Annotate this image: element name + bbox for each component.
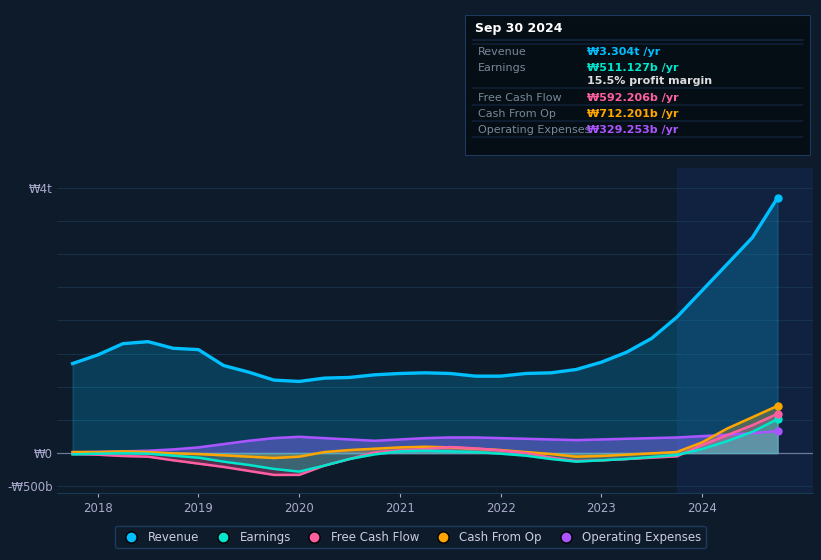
- Text: Free Cash Flow: Free Cash Flow: [478, 93, 562, 103]
- Text: Cash From Op: Cash From Op: [478, 109, 556, 119]
- Text: ₩329.253b /yr: ₩329.253b /yr: [587, 125, 678, 135]
- Text: 15.5% profit margin: 15.5% profit margin: [587, 76, 712, 86]
- Bar: [677, 168, 813, 493]
- Text: Operating Expenses: Operating Expenses: [478, 125, 590, 135]
- Text: Revenue: Revenue: [478, 47, 527, 57]
- Legend: Revenue, Earnings, Free Cash Flow, Cash From Op, Operating Expenses: Revenue, Earnings, Free Cash Flow, Cash …: [115, 526, 706, 548]
- Text: ₩511.127b /yr: ₩511.127b /yr: [587, 63, 678, 73]
- Text: ₩3.304t /yr: ₩3.304t /yr: [587, 47, 660, 57]
- Text: ₩592.206b /yr: ₩592.206b /yr: [587, 93, 679, 103]
- Text: ₩712.201b /yr: ₩712.201b /yr: [587, 109, 678, 119]
- Text: Sep 30 2024: Sep 30 2024: [475, 22, 562, 35]
- Text: Earnings: Earnings: [478, 63, 526, 73]
